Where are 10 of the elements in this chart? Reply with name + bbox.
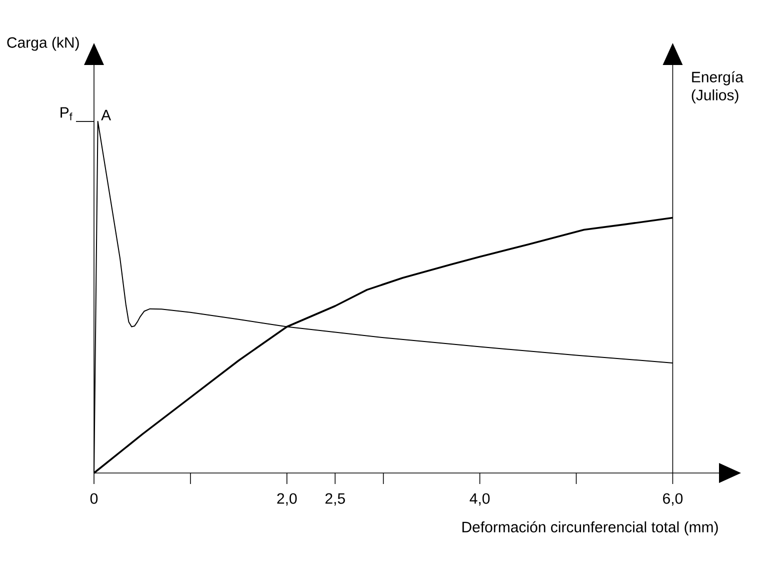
x-tick-label: 0 (90, 493, 98, 504)
x-tick-label: 6,0 (663, 493, 683, 506)
y2-axis-title: Energía (Julios) (692, 71, 744, 104)
x-tick-label: 2,5 (325, 493, 345, 506)
x-tick-label: 2,0 (277, 493, 297, 506)
annotation: A (101, 110, 112, 120)
x-axis-title: Deformación circunferencial total (mm) (462, 521, 718, 536)
annotation: P$_{f}$ (60, 107, 72, 120)
y-axis-title: Carga (kN) (7, 36, 79, 51)
x-tick-label: 4,0 (470, 493, 490, 506)
